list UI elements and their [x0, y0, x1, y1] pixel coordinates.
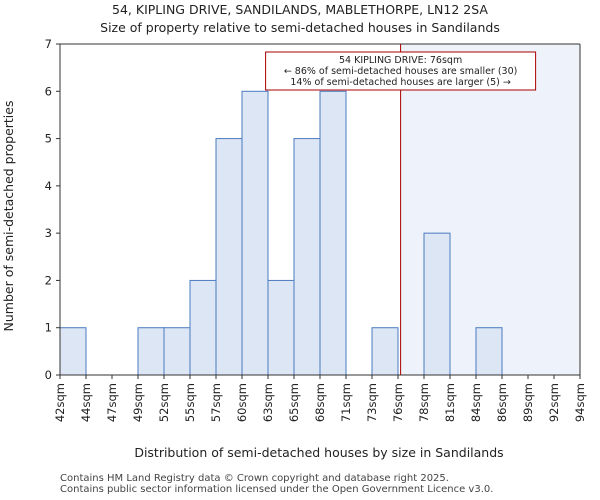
x-tick-label: 44sqm	[79, 383, 93, 422]
x-tick-label: 78sqm	[417, 383, 431, 422]
x-tick-label: 65sqm	[287, 383, 301, 422]
x-tick-label: 81sqm	[443, 383, 457, 422]
x-tick-label: 42sqm	[53, 383, 67, 422]
x-tick-label: 76sqm	[391, 383, 405, 422]
bar	[371, 327, 399, 376]
x-tick-label: 47sqm	[105, 383, 119, 422]
footer-copyright: Contains HM Land Registry data © Crown c…	[60, 473, 449, 484]
annotation-line: 54 KIPLING DRIVE: 76sqm	[339, 55, 462, 66]
x-tick-label: 86sqm	[495, 383, 509, 422]
y-axis-label: Number of semi-detached properties	[1, 101, 16, 332]
y-tick-label: 7	[45, 37, 52, 51]
x-tick-label: 73sqm	[365, 383, 379, 422]
x-tick-label: 60sqm	[235, 383, 249, 422]
x-tick-label: 68sqm	[313, 383, 327, 422]
y-tick-label: 4	[45, 179, 52, 193]
x-tick-label: 55sqm	[183, 383, 197, 422]
chart-title: 54, KIPLING DRIVE, SANDILANDS, MABLETHOR…	[112, 2, 488, 17]
bar	[319, 90, 347, 376]
x-tick-label: 94sqm	[573, 383, 587, 422]
annotation-line: 14% of semi-detached houses are larger (…	[290, 77, 510, 88]
y-tick-label: 3	[45, 226, 52, 240]
x-tick-label: 57sqm	[209, 383, 223, 422]
x-tick-label: 89sqm	[521, 383, 535, 422]
x-tick-label: 63sqm	[261, 383, 275, 422]
y-tick-label: 2	[45, 273, 52, 287]
x-axis-label: Distribution of semi-detached houses by …	[134, 445, 503, 460]
y-tick-label: 5	[45, 132, 52, 146]
bar	[163, 327, 191, 376]
bar	[267, 279, 295, 376]
x-tick-label: 49sqm	[131, 383, 145, 422]
chart-subtitle: Size of property relative to semi-detach…	[100, 20, 500, 35]
bar	[241, 90, 269, 376]
x-tick-label: 92sqm	[547, 383, 561, 422]
bar	[215, 138, 243, 376]
y-tick-label: 6	[45, 84, 52, 98]
y-tick-label: 0	[45, 368, 52, 382]
annotation-line: ← 86% of semi-detached houses are smalle…	[284, 66, 518, 77]
x-tick-label: 71sqm	[339, 383, 353, 422]
bar	[189, 279, 217, 376]
bar	[475, 327, 503, 376]
y-tick-label: 1	[45, 321, 52, 335]
plot-area: 0 1 2 3 4 5 6 7 42sqm 44sqm 47sqm 49sqm 52sqm 55sqm 57…	[1, 37, 587, 460]
bar	[137, 327, 165, 376]
bar	[293, 138, 321, 376]
annotation-box	[265, 51, 537, 91]
bar	[59, 327, 87, 376]
footer-licence: Contains public sector information licen…	[60, 484, 494, 495]
bar	[423, 232, 451, 376]
x-tick-label: 84sqm	[469, 383, 483, 422]
x-tick-label: 52sqm	[157, 383, 171, 422]
